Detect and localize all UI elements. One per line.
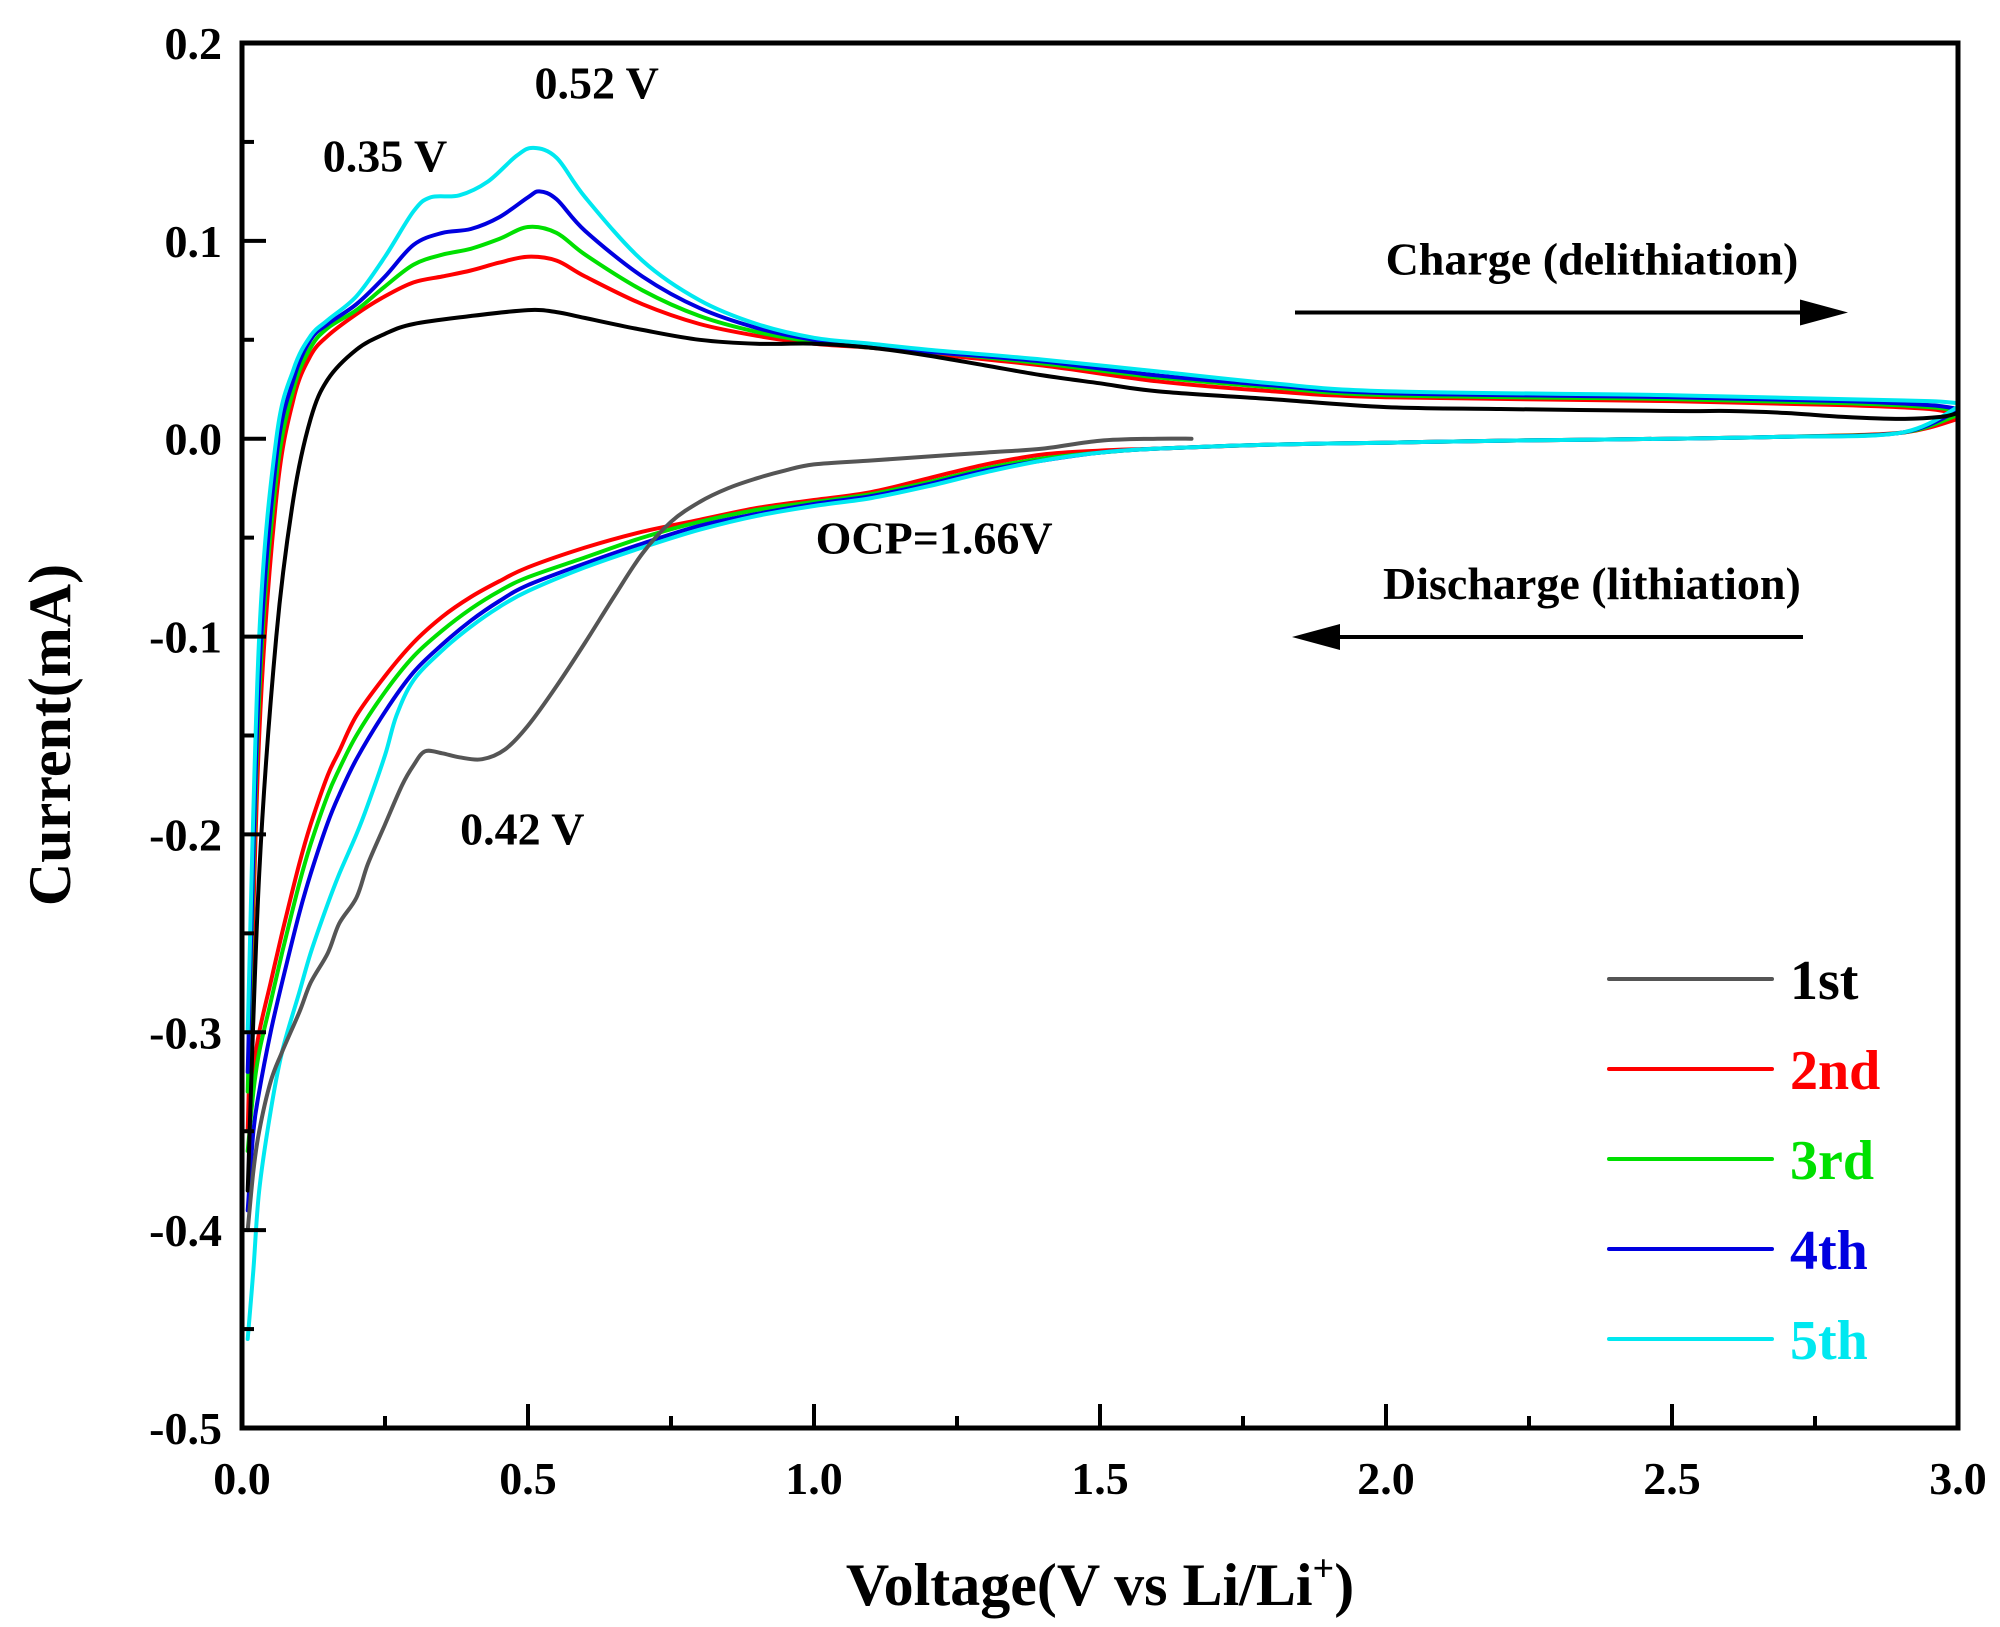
y-tick-label: -0.1 — [149, 612, 222, 663]
legend: 1st 2nd 3rd 4th 5th — [1607, 950, 1880, 1372]
series-3rd-discharge-line — [245, 413, 1960, 1153]
x-tick-label: 2.5 — [1643, 1453, 1701, 1504]
arrow-right-icon — [1800, 299, 1848, 326]
series-2nd-charge-line — [245, 254, 1960, 1134]
x-tick-label: 0.5 — [499, 1453, 557, 1504]
series-1st-discharge-line — [245, 436, 1194, 1233]
x-axis-title: Voltage(V vs Li/Li+) — [846, 1548, 1354, 1618]
legend-label-5th: 5th — [1790, 1310, 1868, 1372]
axis-ticks: 0.0 0.5 1.0 1.5 2.0 2.5 3.0 0.2 0.1 0.0 -0.1 -0.2 -0… — [149, 18, 1987, 1504]
series-3rd-charge-line — [245, 224, 1960, 1094]
series-2nd-discharge-line — [245, 416, 1960, 1134]
series-5th-discharge-line — [245, 405, 1960, 1341]
legend-label-1st: 1st — [1790, 950, 1859, 1012]
x-tick-label: 1.5 — [1071, 1453, 1129, 1504]
series-1st-charge-line — [245, 307, 1960, 1193]
arrow-left-icon — [1292, 623, 1340, 650]
x-tick-label: 3.0 — [1929, 1453, 1987, 1504]
series-5th-charge-line — [245, 145, 1960, 1035]
y-axis-title: Current(mA) — [17, 564, 83, 906]
annotation-label: Discharge (lithiation) — [1383, 558, 1801, 609]
legend-label-4th: 4th — [1790, 1220, 1868, 1282]
x-tick-label: 0.0 — [213, 1453, 271, 1504]
annotation-label: Charge (delithiation) — [1386, 233, 1799, 284]
x-tick-label: 2.0 — [1357, 1453, 1415, 1504]
plot-curves — [245, 145, 1960, 1341]
y-tick-label: -0.4 — [149, 1205, 222, 1256]
x-tick-label: 1.0 — [785, 1453, 843, 1504]
annotation-label: OCP=1.66V — [816, 512, 1053, 563]
annotation-label: 0.42 V — [460, 803, 584, 854]
y-tick-label: -0.5 — [149, 1403, 222, 1454]
y-tick-label: -0.3 — [149, 1007, 222, 1058]
annotation-label: 0.52 V — [534, 57, 658, 108]
y-tick-label: -0.2 — [149, 809, 222, 860]
series-4th-charge-line — [245, 189, 1960, 1074]
annotation-label: 0.35 V — [323, 131, 447, 182]
legend-label-3rd: 3rd — [1790, 1130, 1874, 1192]
y-tick-label: 0.1 — [165, 216, 223, 267]
y-tick-label: 0.2 — [165, 18, 223, 69]
y-tick-label: 0.0 — [165, 414, 223, 465]
annotations: 0.52 V 0.35 V 0.42 V OCP=1.66V Charge (delit… — [323, 57, 1848, 854]
legend-label-2nd: 2nd — [1790, 1040, 1880, 1102]
